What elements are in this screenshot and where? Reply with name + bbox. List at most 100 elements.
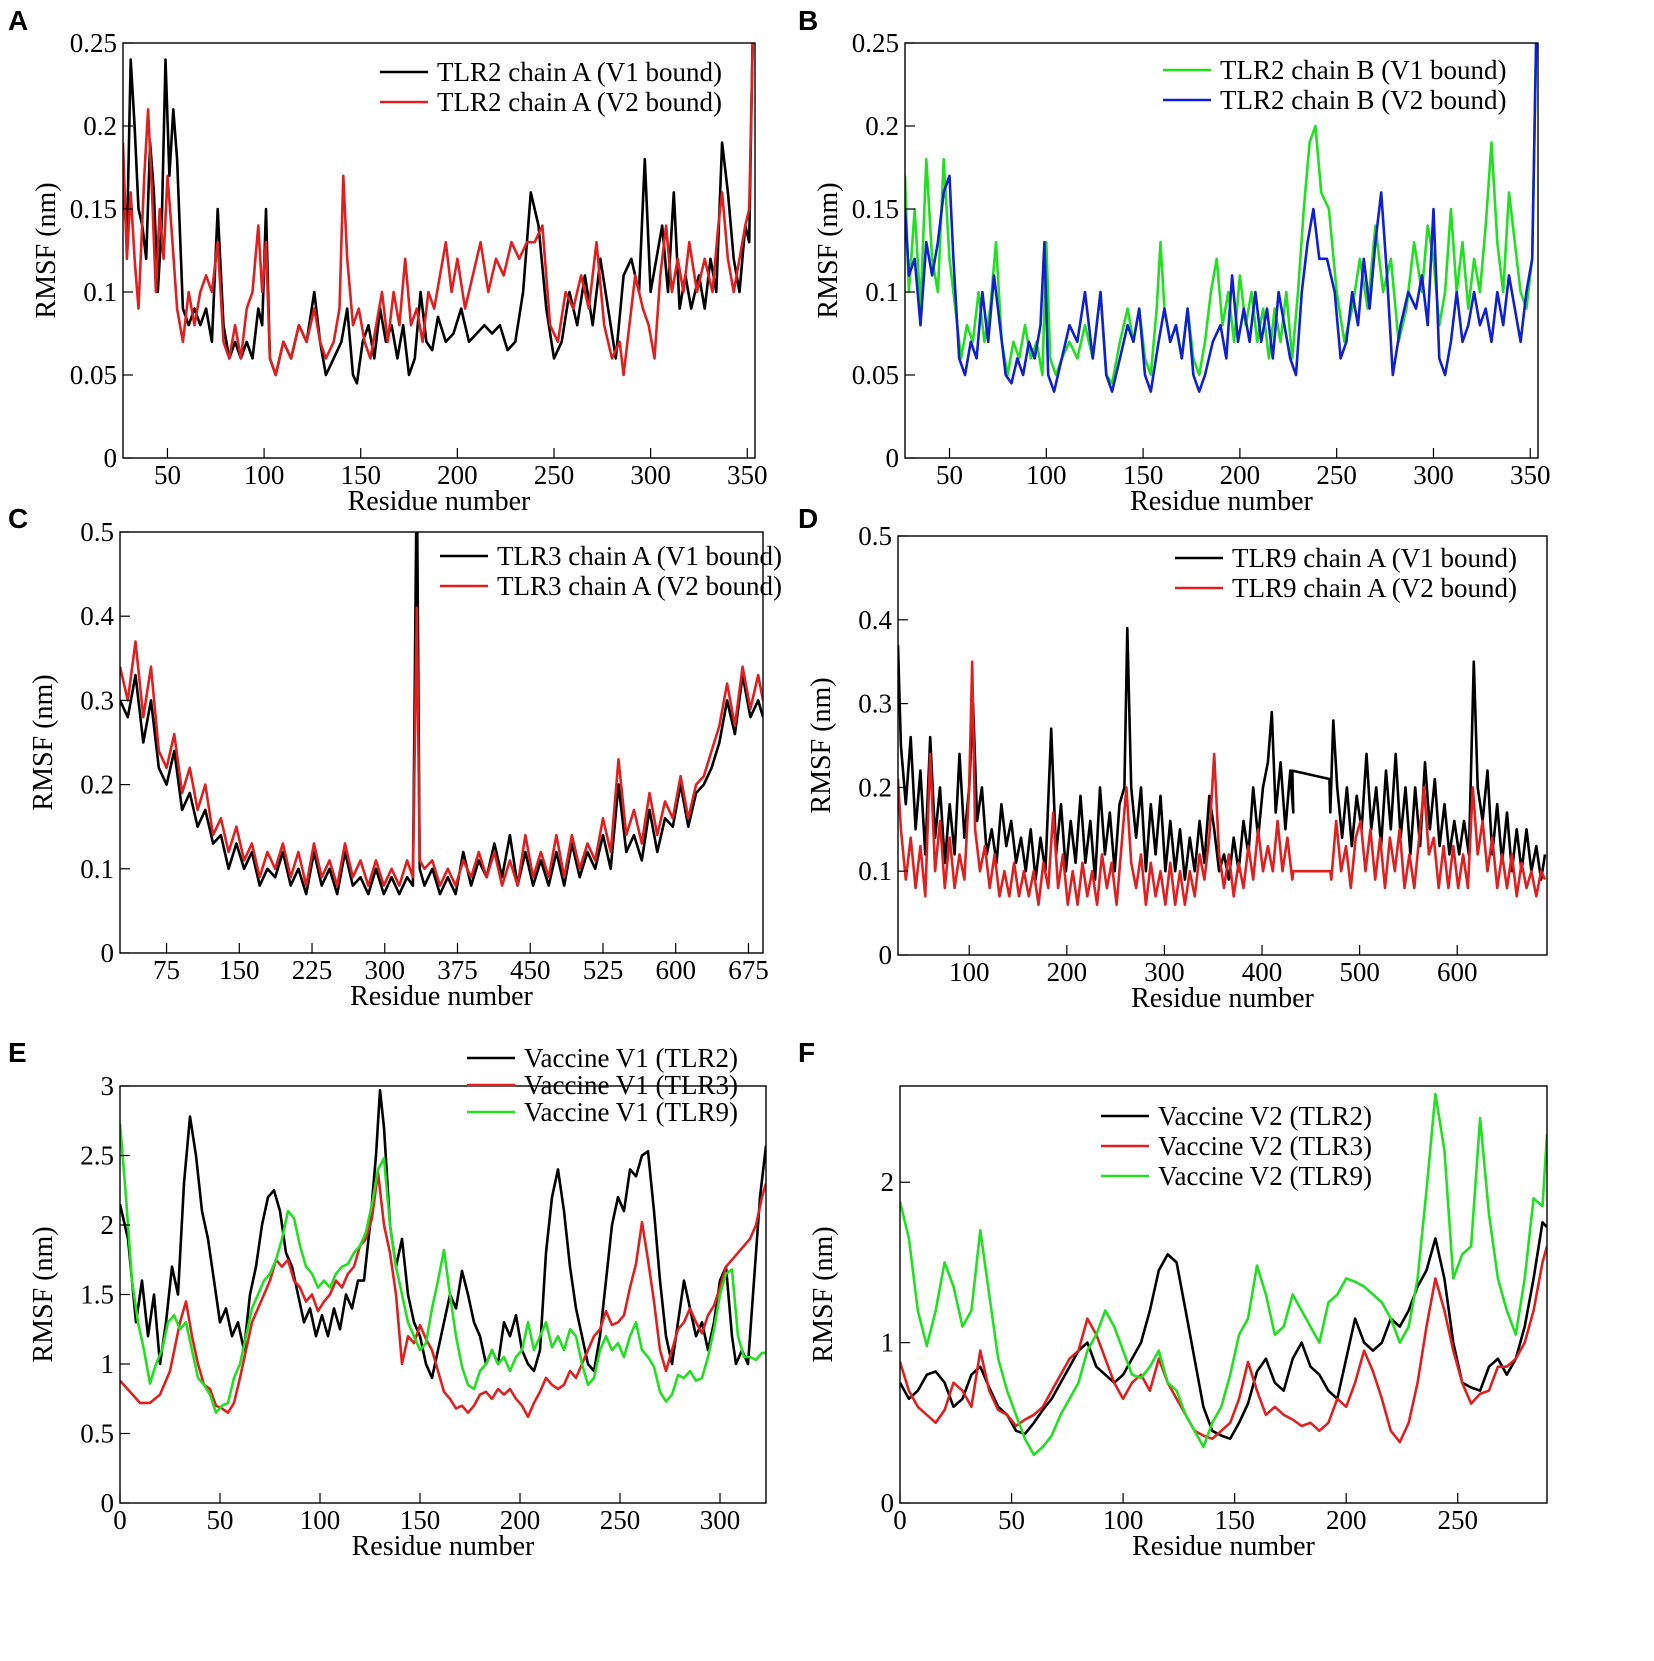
y-tick-label: 1.5 (80, 1280, 114, 1310)
x-tick-label: 600 (655, 955, 696, 985)
y-tick-label: 0.1 (83, 277, 117, 307)
y-tick-label: 0.15 (852, 194, 899, 224)
y-tick-label: 0.15 (70, 194, 117, 224)
x-tick-label: 50 (207, 1505, 234, 1535)
x-tick-label: 50 (998, 1505, 1025, 1535)
y-tick-label: 2.5 (80, 1141, 114, 1171)
x-tick-label: 150 (219, 955, 260, 985)
legend-label: TLR3 chain A (V1 bound) (497, 541, 782, 571)
x-tick-label: 200 (1326, 1505, 1367, 1535)
legend-label: Vaccine V1 (TLR3) (524, 1070, 738, 1100)
panel-letter: D (798, 503, 818, 534)
panel-letter: C (8, 503, 28, 534)
x-tick-label: 150 (1123, 460, 1164, 490)
panel-letter: A (8, 5, 28, 36)
y-tick-label: 0.3 (858, 689, 892, 719)
y-axis-label: RMSF (nm) (31, 182, 62, 318)
x-tick-label: 525 (583, 955, 624, 985)
y-tick-label: 0.2 (865, 111, 899, 141)
y-tick-label: 0 (886, 443, 900, 473)
y-axis-label: RMSF (nm) (28, 674, 59, 810)
panel-c: C 75 150 225 300 375 450 525 600 675 0 0.1 0.2 0.3 0.4… (8, 503, 782, 1012)
x-tick-label: 0 (893, 1505, 907, 1535)
y-tick-label: 2 (881, 1167, 895, 1197)
x-tick-label: 600 (1437, 957, 1478, 987)
y-tick-label: 1 (101, 1349, 115, 1379)
legend-label: TLR9 chain A (V1 bound) (1232, 543, 1517, 573)
legend-label: Vaccine V1 (TLR9) (524, 1097, 738, 1127)
x-tick-label: 100 (949, 957, 990, 987)
series-line-1 (898, 626, 1547, 881)
series-line-3 (120, 1123, 766, 1414)
panel-letter: E (8, 1037, 27, 1068)
y-tick-label: 0.4 (858, 605, 892, 635)
legend-label: TLR9 chain A (V2 bound) (1232, 573, 1517, 603)
series-line-2 (905, 43, 1538, 393)
y-tick-label: 0 (879, 940, 893, 970)
series-line-2 (123, 43, 755, 377)
x-tick-label: 350 (727, 460, 768, 490)
y-tick-label: 0.5 (858, 521, 892, 551)
series-line-2 (120, 1170, 766, 1419)
y-tick-label: 0.05 (852, 360, 899, 390)
legend-label: TLR2 chain B (V2 bound) (1220, 85, 1506, 115)
y-tick-label: 0 (101, 1488, 115, 1518)
x-tick-label: 250 (534, 460, 575, 490)
y-tick-label: 0.1 (80, 854, 114, 884)
y-axis-label: RMSF (nm) (808, 1226, 839, 1362)
x-tick-label: 150 (400, 1505, 441, 1535)
y-tick-label: 0.25 (852, 28, 899, 58)
x-tick-label: 200 (437, 460, 478, 490)
plot-frame (897, 535, 1548, 956)
series-line-2 (120, 606, 763, 887)
y-tick-label: 0 (881, 1488, 895, 1518)
y-tick-label: 0.5 (80, 1419, 114, 1449)
x-tick-label: 150 (340, 460, 381, 490)
y-tick-label: 0 (101, 938, 115, 968)
panel-b: B 50 100 150 200 250 300 350 0 0.05 0.1 0.15 0.2 0.25… (798, 5, 1551, 517)
plot-frame (904, 42, 1539, 459)
y-tick-label: 0.5 (80, 517, 114, 547)
x-axis-label: Residue number (1131, 983, 1314, 1014)
y-tick-label: 0.05 (70, 360, 117, 390)
x-tick-label: 350 (1510, 460, 1551, 490)
legend-label: Vaccine V2 (TLR9) (1158, 1161, 1372, 1191)
x-tick-label: 100 (1103, 1505, 1144, 1535)
y-axis-label: RMSF (nm) (813, 182, 844, 318)
x-tick-label: 50 (154, 460, 181, 490)
y-axis-label: RMSF (nm) (806, 677, 837, 813)
series-line-1 (120, 532, 763, 896)
x-tick-label: 100 (1026, 460, 1067, 490)
x-tick-label: 0 (113, 1505, 127, 1535)
x-tick-label: 300 (630, 460, 671, 490)
x-tick-label: 50 (936, 460, 963, 490)
x-tick-label: 300 (700, 1505, 741, 1535)
panel-a: A 50 100 150 200 250 300 350 0 0.05 0.1 0.15 0.2 0.25… (8, 5, 768, 517)
x-tick-label: 100 (244, 460, 285, 490)
x-tick-label: 200 (1220, 460, 1261, 490)
series-line-3 (900, 1092, 1547, 1457)
x-tick-label: 250 (1438, 1505, 1479, 1535)
x-tick-label: 400 (1242, 957, 1283, 987)
y-tick-label: 0.2 (80, 770, 114, 800)
plot-frame (119, 531, 764, 954)
y-tick-label: 0.3 (80, 685, 114, 715)
x-tick-label: 300 (1144, 957, 1185, 987)
x-tick-label: 200 (1047, 957, 1088, 987)
x-tick-label: 150 (1214, 1505, 1255, 1535)
series-line-2 (900, 1246, 1547, 1444)
y-tick-label: 0.1 (865, 277, 899, 307)
y-tick-label: 0.1 (858, 856, 892, 886)
legend-label: Vaccine V2 (TLR2) (1158, 1101, 1372, 1131)
panel-d: D 100 200 300 400 500 600 0 0.1 0.2 0.3 0.4 0.5 Resid… (798, 503, 1548, 1014)
x-tick-label: 75 (153, 955, 180, 985)
x-tick-label: 450 (510, 955, 551, 985)
series-line-2 (898, 660, 1547, 906)
panel-f: F 0 50 100 150 200 250 0 1 2 Residue number RMSF (n… (798, 1037, 1548, 1562)
x-tick-label: 300 (1413, 460, 1454, 490)
x-tick-label: 300 (365, 955, 406, 985)
x-axis-label: Residue number (348, 486, 531, 517)
x-tick-label: 100 (300, 1505, 341, 1535)
y-tick-label: 3 (101, 1071, 115, 1101)
y-tick-label: 0.25 (70, 28, 117, 58)
